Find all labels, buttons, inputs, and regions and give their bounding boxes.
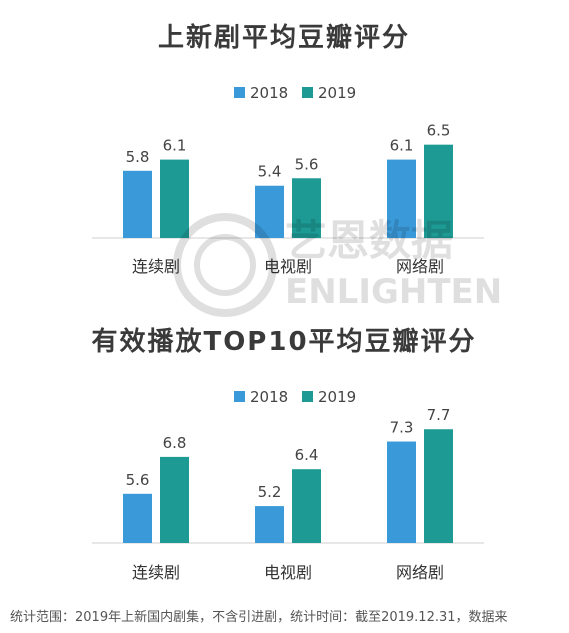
chart-new-dramas: 上新剧平均豆瓣评分 2018 2019 5.8 6.1 连续剧 5.4 5.6 电视剧 6.1 6.…: [0, 0, 569, 300]
chart-top10-dramas-svg: 有效播放TOP10平均豆瓣评分 2018 2019 5.6 6.8 连续剧 5.2 6.4 电视…: [91, 326, 484, 582]
legend-label-2018: 2018: [250, 388, 288, 406]
chart-top10-dramas: 有效播放TOP10平均豆瓣评分 2018 2019 5.6 6.8 连续剧 5.2 6.4 电视…: [0, 310, 569, 600]
legend-swatch-2019: [302, 391, 313, 402]
chart-title: 有效播放TOP10平均豆瓣评分: [91, 326, 476, 357]
bar-2019-2: [424, 144, 453, 238]
legend-label-2018: 2018: [250, 84, 288, 102]
legend-swatch-2018: [234, 87, 245, 98]
bar-2018-1: [255, 506, 284, 543]
value-label-2018-1: 5.2: [258, 483, 282, 501]
value-label-2019-1: 6.4: [295, 446, 319, 464]
category-label-1: 电视剧: [264, 257, 312, 276]
value-label-2019-1: 5.6: [295, 155, 319, 173]
legend-label-2019: 2019: [318, 84, 356, 102]
bar-2018-2: [387, 441, 416, 543]
legend-label-2019: 2019: [318, 388, 356, 406]
value-label-2018-2: 7.3: [390, 419, 414, 437]
bar-2019-2: [424, 429, 453, 543]
bar-2018-2: [387, 159, 416, 238]
value-label-2019-2: 6.5: [427, 122, 451, 140]
value-label-2019-0: 6.1: [163, 137, 187, 155]
category-label-2: 网络剧: [396, 257, 444, 276]
bar-2018-0: [123, 170, 152, 238]
legend-swatch-2018: [234, 391, 245, 402]
legend-swatch-2019: [302, 87, 313, 98]
chart-title: 上新剧平均豆瓣评分: [158, 22, 410, 53]
bar-2019-0: [160, 159, 189, 238]
value-label-2019-0: 6.8: [163, 434, 187, 452]
category-label-0: 连续剧: [132, 257, 180, 276]
value-label-2018-0: 5.6: [126, 471, 150, 489]
category-label-0: 连续剧: [132, 563, 180, 582]
bar-2018-1: [255, 185, 284, 238]
category-label-1: 电视剧: [264, 563, 312, 582]
value-label-2018-1: 5.4: [258, 163, 282, 181]
bar-2019-1: [292, 469, 321, 543]
value-label-2018-0: 5.8: [126, 148, 150, 166]
value-label-2019-2: 7.7: [427, 406, 451, 424]
footnote: 统计范围：2019年上新国内剧集，不含引进剧，统计时间：截至2019.12.31…: [10, 610, 508, 625]
category-label-2: 网络剧: [396, 563, 444, 582]
value-label-2018-2: 6.1: [390, 137, 414, 155]
chart-new-dramas-svg: 上新剧平均豆瓣评分 2018 2019 5.8 6.1 连续剧 5.4 5.6 电视剧 6.1 6.…: [92, 22, 484, 276]
bar-2019-1: [292, 178, 321, 238]
bar-2019-0: [160, 456, 189, 543]
bar-2018-0: [123, 493, 152, 543]
